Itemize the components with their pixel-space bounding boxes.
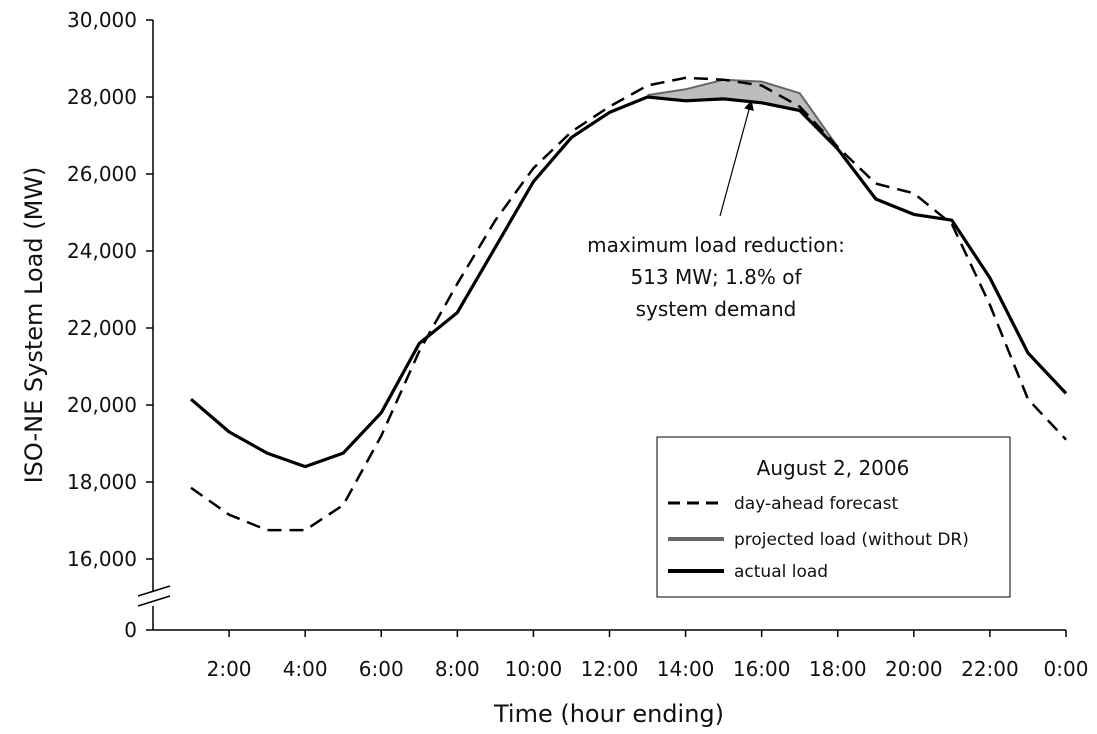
y-tick-label: 22,000 <box>67 316 137 340</box>
y-tick-label: 28,000 <box>67 85 137 109</box>
legend-label-forecast: day-ahead forecast <box>734 494 898 514</box>
annotation-line-3: system demand <box>636 297 797 321</box>
legend-label-projected: projected load (without DR) <box>734 530 969 550</box>
series-line-forecast <box>190 76 1067 532</box>
y-tick-label: 16,000 <box>67 547 137 571</box>
y-tick-label: 26,000 <box>67 162 137 186</box>
y-tick-label: 18,000 <box>67 470 137 494</box>
x-tick-label: 4:00 <box>283 657 328 681</box>
y-axis: 0 <box>124 20 171 642</box>
x-tick-label: 20:00 <box>885 657 943 681</box>
x-tick-label: 10:00 <box>505 657 563 681</box>
y-tick-label: 24,000 <box>67 239 137 263</box>
x-tick-label: 18:00 <box>809 657 867 681</box>
x-tick-label: 0:00 <box>1044 657 1089 681</box>
x-tick-label: 16:00 <box>733 657 791 681</box>
legend: August 2, 2006 day-ahead forecast projec… <box>656 436 1011 598</box>
axis-break-mark-top <box>137 585 171 597</box>
load-reduction-fill <box>647 79 838 149</box>
x-tick-label: 12:00 <box>581 657 639 681</box>
axis-break-mark-bottom <box>137 595 171 607</box>
series-line-actual <box>189 95 1068 469</box>
y-axis-title: ISO-NE System Load (MW) <box>20 167 48 484</box>
x-tick-label: 22:00 <box>961 657 1019 681</box>
series-layer <box>189 76 1068 532</box>
y-tick-label: 30,000 <box>67 8 137 32</box>
annotation-line-2: 513 MW; 1.8% of <box>630 265 802 289</box>
y-tick-label-zero: 0 <box>124 618 137 642</box>
annotation-line-1: maximum load reduction: <box>587 233 845 257</box>
x-tick-label: 2:00 <box>207 657 252 681</box>
x-tick-label: 6:00 <box>359 657 404 681</box>
series-line-projected <box>647 78 839 148</box>
annotation: maximum load reduction: 513 MW; 1.8% of … <box>587 100 845 321</box>
x-axis-title: Time (hour ending) <box>493 700 724 728</box>
x-ticks: 2:00 4:00 6:00 8:00 10:00 12:00 14:00 16:00 18:0… <box>207 630 1089 681</box>
annotation-arrow <box>719 100 754 217</box>
x-tick-label: 14:00 <box>657 657 715 681</box>
legend-label-actual: actual load <box>734 562 828 582</box>
y-tick-label: 20,000 <box>67 393 137 417</box>
load-reduction-area <box>647 79 838 149</box>
legend-title: August 2, 2006 <box>757 456 910 480</box>
y-ticks: 16,000 18,000 20,000 22,000 24,000 26,000 28,0… <box>67 8 153 571</box>
x-tick-label: 8:00 <box>435 657 480 681</box>
